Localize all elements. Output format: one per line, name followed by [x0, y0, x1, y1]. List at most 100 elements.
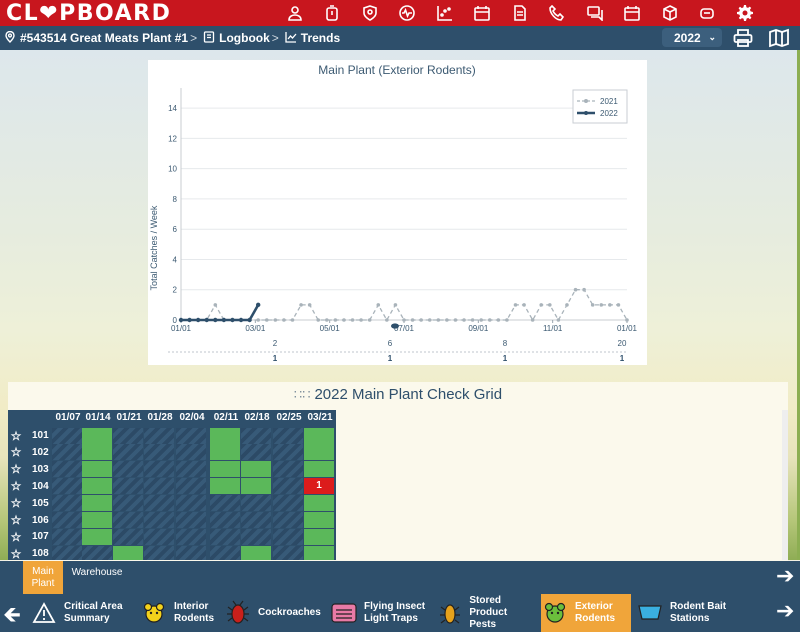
- gear-icon[interactable]: [726, 0, 764, 26]
- grid-cell[interactable]: [176, 427, 206, 444]
- grid-cell[interactable]: [113, 444, 143, 461]
- grid-cell[interactable]: [52, 461, 82, 478]
- grid-cell[interactable]: [273, 478, 303, 495]
- grid-cell[interactable]: [52, 427, 82, 444]
- category-interior-rodents[interactable]: Interior Rodents: [140, 594, 218, 632]
- grid-cell[interactable]: [304, 495, 334, 512]
- breadcrumb-logbook[interactable]: Logbook: [203, 30, 270, 46]
- chat-icon[interactable]: [576, 0, 614, 26]
- grid-cell[interactable]: [210, 512, 240, 528]
- grid-cell[interactable]: [113, 545, 143, 560]
- grid-cell[interactable]: [210, 478, 240, 495]
- grid-row-header[interactable]: ☆ 108: [8, 545, 52, 560]
- category-stored-product-pests[interactable]: Stored Product Pests: [436, 594, 540, 632]
- grid-cell[interactable]: [82, 545, 112, 560]
- category-critical-area-summary[interactable]: Critical Area Summary: [30, 594, 134, 632]
- category-exterior-rodents[interactable]: Exterior Rodents: [541, 594, 631, 632]
- grid-cell[interactable]: [113, 512, 143, 528]
- tab-warehouse[interactable]: Warehouse: [71, 567, 123, 578]
- breadcrumb-location[interactable]: #543514 Great Meats Plant #1: [4, 30, 188, 46]
- star-icon[interactable]: ☆: [10, 546, 22, 560]
- calendar-icon[interactable]: [614, 0, 652, 26]
- stack-icon[interactable]: [689, 0, 727, 26]
- year-select[interactable]: 2022 ⌄: [662, 28, 722, 47]
- grid-cell[interactable]: [113, 528, 143, 545]
- grid-cell[interactable]: [210, 427, 240, 444]
- shield-icon[interactable]: [351, 0, 389, 26]
- arrow-right-icon[interactable]: ➔: [776, 598, 795, 623]
- grid-cell[interactable]: [241, 495, 271, 512]
- grid-cell[interactable]: [52, 478, 82, 495]
- grid-cell[interactable]: [52, 495, 82, 512]
- phone-icon[interactable]: [539, 0, 577, 26]
- grid-cell[interactable]: [241, 461, 271, 478]
- grid-row-header[interactable]: ☆ 104: [8, 478, 52, 495]
- grid-cell[interactable]: [241, 478, 271, 495]
- grid-cell[interactable]: [273, 545, 303, 560]
- grid-cell[interactable]: [241, 528, 271, 545]
- app-logo[interactable]: CL❤PBOARD: [6, 0, 172, 26]
- grid-cell[interactable]: [176, 495, 206, 512]
- map-icon[interactable]: [767, 27, 791, 49]
- arrow-right-icon[interactable]: ➔: [776, 563, 795, 588]
- grid-cell[interactable]: [176, 478, 206, 495]
- grid-cell[interactable]: [113, 427, 143, 444]
- grid-cell[interactable]: [273, 427, 303, 444]
- arrow-left-icon[interactable]: 🡸: [3, 602, 21, 627]
- star-icon[interactable]: ☆: [10, 428, 22, 443]
- grid-cell[interactable]: [144, 461, 174, 478]
- grid-cell[interactable]: [144, 427, 174, 444]
- grid-cell[interactable]: [82, 444, 112, 461]
- grid-cell[interactable]: [113, 495, 143, 512]
- document-icon[interactable]: [501, 0, 539, 26]
- grid-cell[interactable]: [304, 545, 334, 560]
- grid-cell[interactable]: [82, 512, 112, 528]
- grid-cell[interactable]: [144, 495, 174, 512]
- star-icon[interactable]: ☆: [10, 445, 22, 460]
- star-icon[interactable]: ☆: [10, 496, 22, 511]
- grid-cell[interactable]: [144, 528, 174, 545]
- grid-cell[interactable]: [210, 461, 240, 478]
- grid-cell[interactable]: [176, 528, 206, 545]
- grid-cell[interactable]: [52, 512, 82, 528]
- grid-row-header[interactable]: ☆ 106: [8, 512, 52, 529]
- grid-cell[interactable]: 1: [304, 478, 334, 495]
- grid-cell[interactable]: [144, 444, 174, 461]
- grid-row-header[interactable]: ☆ 102: [8, 444, 52, 461]
- star-icon[interactable]: ☆: [10, 529, 22, 544]
- check-grid-scrollbar[interactable]: [782, 410, 788, 560]
- grid-cell[interactable]: [82, 528, 112, 545]
- grid-cell[interactable]: [304, 528, 334, 545]
- grid-cell[interactable]: [82, 427, 112, 444]
- grid-cell[interactable]: [210, 444, 240, 461]
- breadcrumb-trends[interactable]: Trends: [285, 31, 340, 46]
- grid-cell[interactable]: [241, 444, 271, 461]
- grid-cell[interactable]: [241, 545, 271, 560]
- category-cockroaches[interactable]: Cockroaches: [224, 594, 324, 632]
- star-icon[interactable]: ☆: [10, 479, 22, 494]
- grid-cell[interactable]: [273, 444, 303, 461]
- category-rodent-bait-stations[interactable]: Rodent Bait Stations: [636, 594, 736, 632]
- grid-cell[interactable]: [176, 461, 206, 478]
- grid-cell[interactable]: [52, 444, 82, 461]
- calendar-folder-icon[interactable]: [464, 0, 502, 26]
- scatter-chart-icon[interactable]: [426, 0, 464, 26]
- grid-cell[interactable]: [304, 444, 334, 461]
- star-icon[interactable]: ☆: [10, 513, 22, 527]
- grid-cell[interactable]: [144, 478, 174, 495]
- grid-cell[interactable]: [82, 478, 112, 495]
- grid-cell[interactable]: [210, 495, 240, 512]
- grid-cell[interactable]: [273, 495, 303, 512]
- grid-cell[interactable]: [241, 512, 271, 528]
- star-icon[interactable]: ☆: [10, 462, 22, 477]
- grid-cell[interactable]: [304, 461, 334, 478]
- grid-cell[interactable]: [176, 512, 206, 528]
- grid-cell[interactable]: [82, 461, 112, 478]
- grid-cell[interactable]: [113, 461, 143, 478]
- grid-cell[interactable]: [210, 528, 240, 545]
- grid-cell[interactable]: [304, 427, 334, 444]
- grid-row-header[interactable]: ☆ 105: [8, 495, 52, 512]
- grid-cell[interactable]: [176, 545, 206, 560]
- print-icon[interactable]: [731, 27, 755, 49]
- pulse-icon[interactable]: [389, 0, 427, 26]
